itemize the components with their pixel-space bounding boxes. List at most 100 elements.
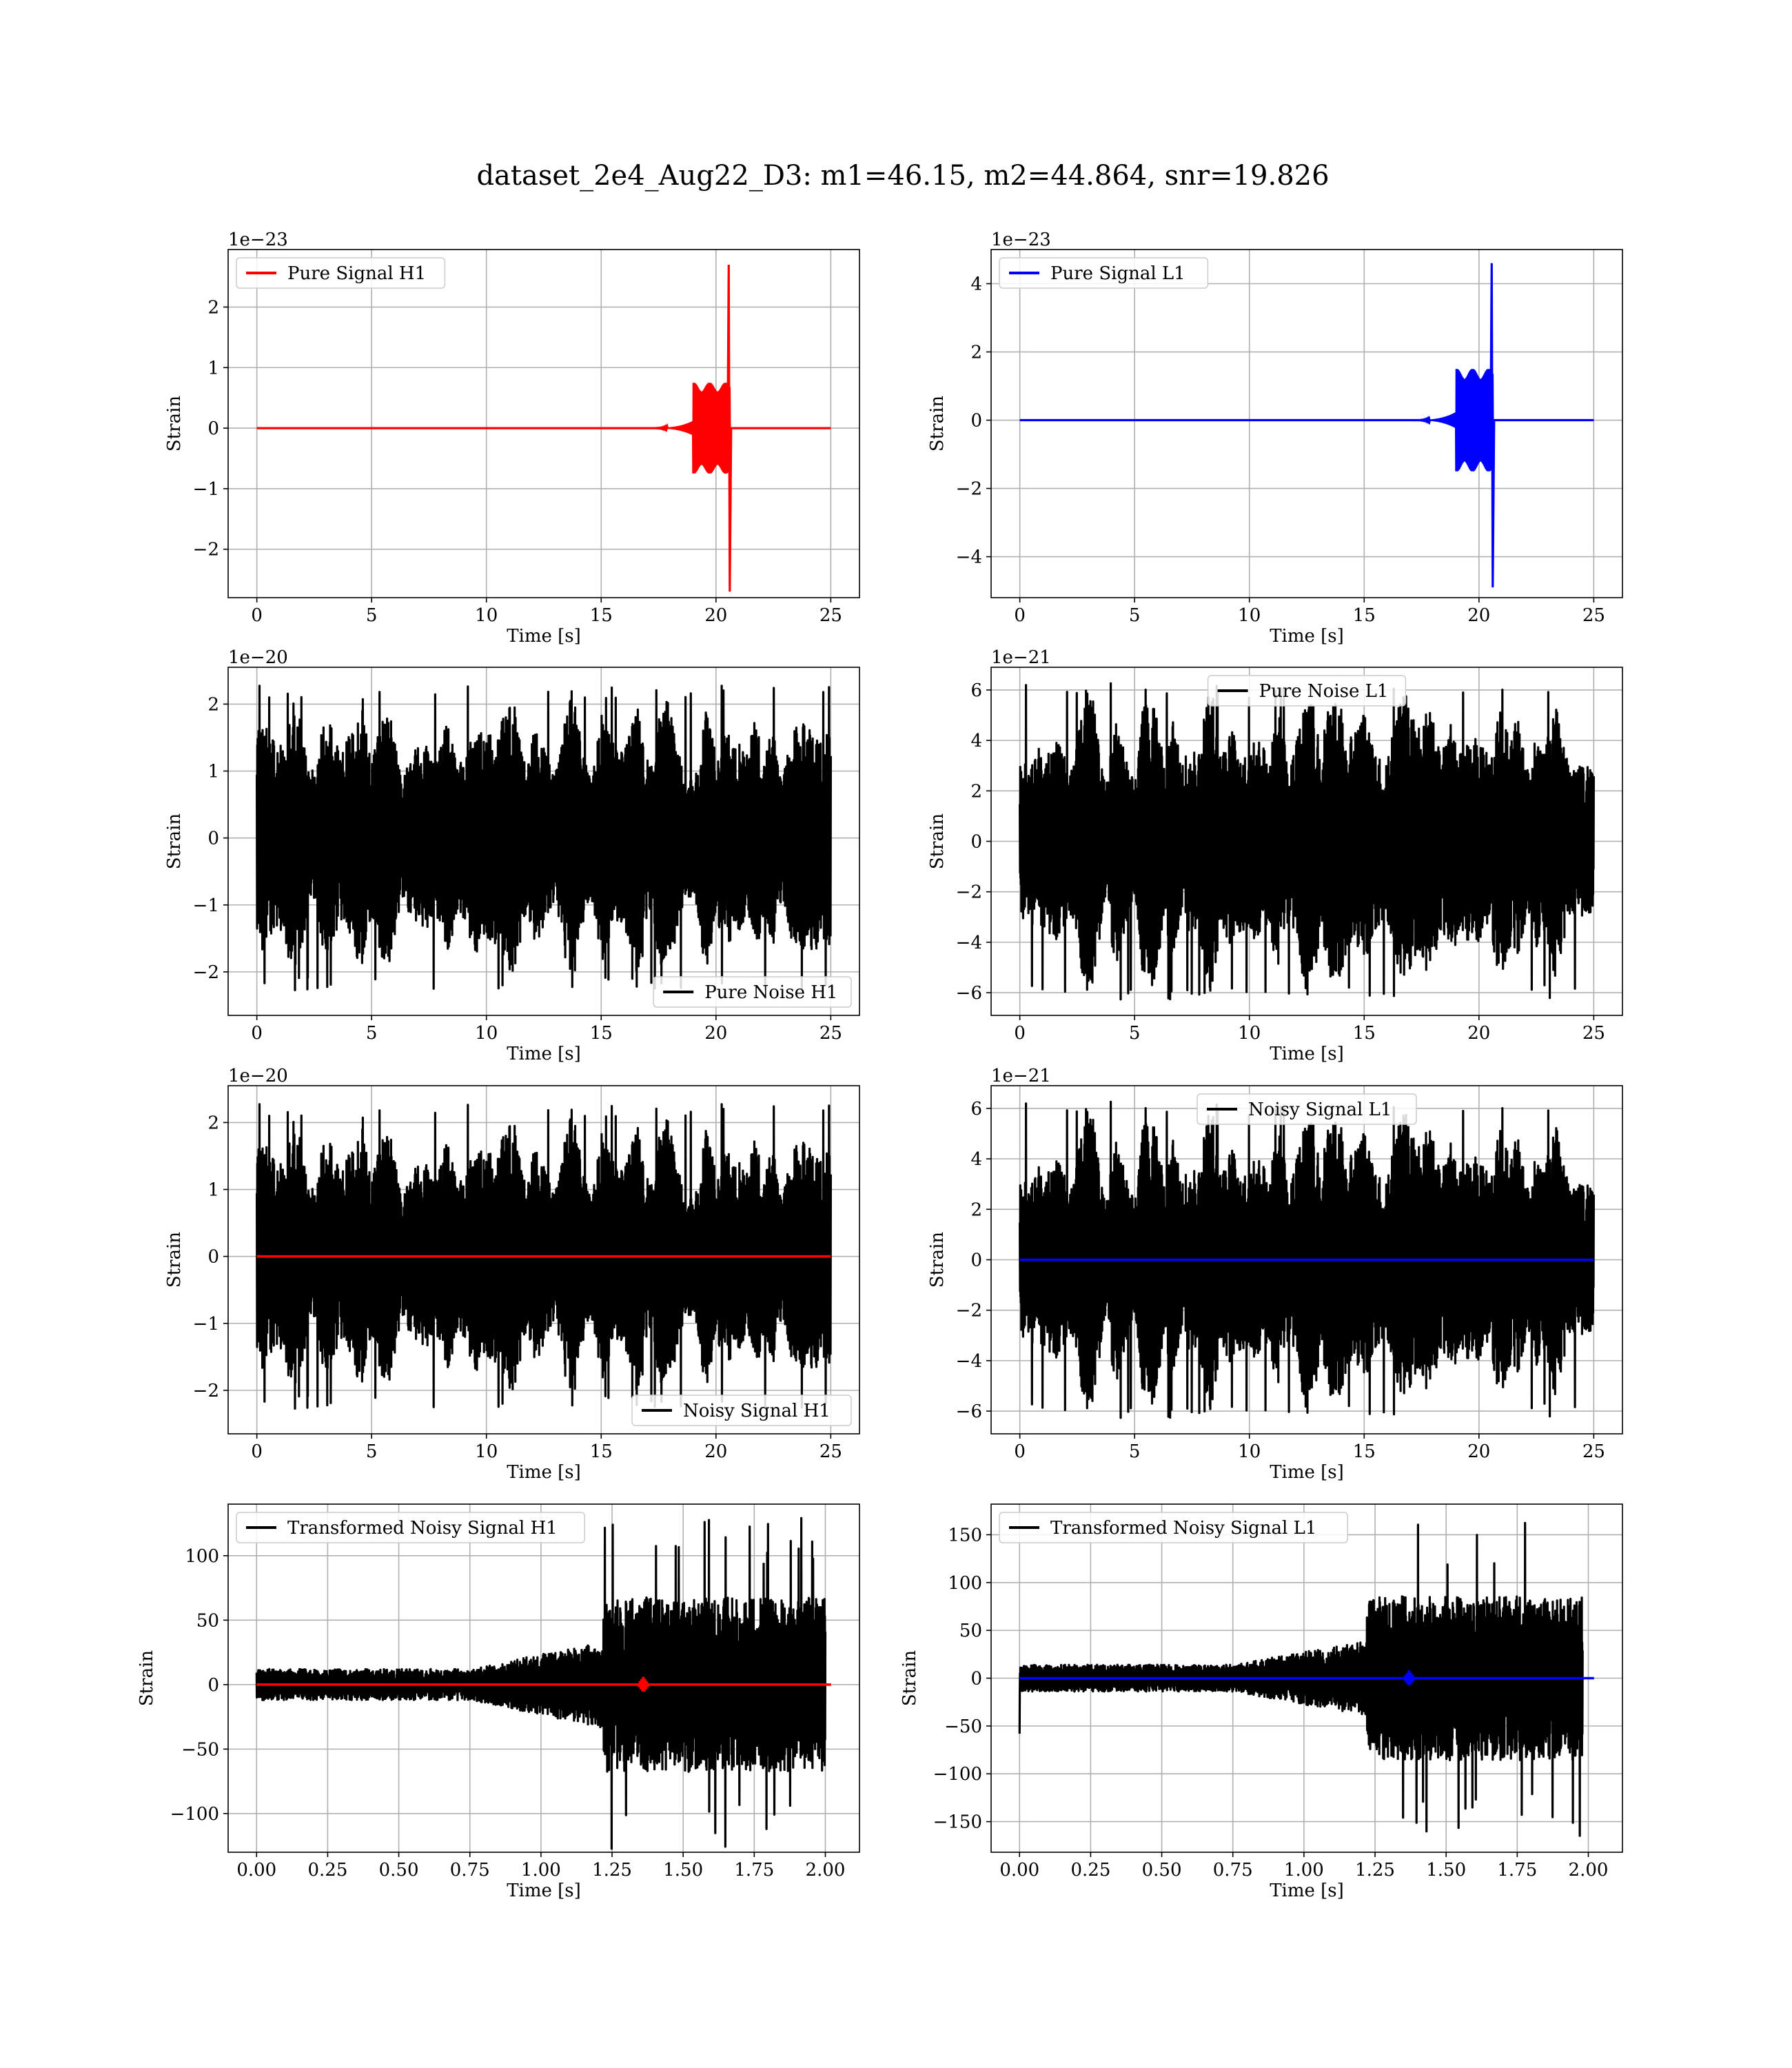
- x-tick-label: 5: [1129, 1023, 1141, 1044]
- panel-transformed-noisy-signal-l1: 0.00 0.25 0.50 0.75 1.00 1.25 1.50 1.75 2.00 −150…: [899, 1503, 1623, 1901]
- y-tick-label: 2: [207, 694, 219, 715]
- legend: Pure Noise L1: [1207, 675, 1407, 707]
- x-tick-label: 0.75: [1213, 1860, 1253, 1881]
- legend: Pure Signal H1: [236, 257, 446, 289]
- plot-area: [1018, 1521, 1594, 1837]
- x-tick-label: 0.25: [1070, 1860, 1110, 1881]
- series-line: [1019, 1100, 1595, 1419]
- x-tick-label: 15: [590, 1441, 613, 1462]
- x-tick-label: 25: [819, 605, 842, 626]
- y-tick-label: 2: [207, 1113, 219, 1133]
- y-tick-label: −100: [933, 1764, 982, 1785]
- x-tick-label: 0.00: [236, 1860, 276, 1881]
- y-tick-label: 0: [207, 1247, 219, 1268]
- x-tick-label: 15: [590, 605, 613, 626]
- x-axis-label: Time [s]: [1270, 626, 1344, 647]
- legend-box: [999, 1512, 1348, 1543]
- y-tick-label: 0: [207, 418, 219, 439]
- legend-label: Noisy Signal L1: [1248, 1099, 1392, 1120]
- y-tick-label: 4: [970, 731, 982, 751]
- y-tick-label: 0: [207, 1675, 219, 1696]
- y-tick-label: −2: [193, 962, 219, 983]
- y-tick-label: 100: [185, 1546, 219, 1567]
- legend-box: [631, 1395, 852, 1426]
- y-tick-label: 4: [970, 274, 982, 295]
- y-tick-label: −1: [193, 895, 219, 916]
- x-tick-label: 10: [1238, 605, 1261, 626]
- series-line: [256, 1103, 832, 1410]
- x-tick-label: 25: [1582, 1023, 1605, 1044]
- y-axis-label: Strain: [927, 813, 948, 870]
- y-tick-label: 6: [970, 1099, 982, 1119]
- offset-label: 1e−23: [991, 230, 1051, 250]
- x-tick-label: 0: [251, 1023, 263, 1044]
- x-tick-label: 0: [1014, 1441, 1026, 1462]
- plot-area: [256, 685, 832, 991]
- x-axis-label: Time [s]: [507, 626, 581, 647]
- y-tick-label: 0: [207, 829, 219, 849]
- legend: Pure Signal L1: [999, 257, 1209, 289]
- y-tick-label: 2: [970, 781, 982, 802]
- y-tick-label: −50: [944, 1716, 982, 1737]
- y-tick-label: 0: [970, 1250, 982, 1271]
- x-tick-label: 0: [1014, 605, 1026, 626]
- y-tick-label: −1: [193, 1314, 219, 1335]
- y-tick-label: −4: [956, 1351, 982, 1372]
- y-tick-label: 1: [207, 1180, 219, 1201]
- y-tick-label: −100: [170, 1804, 219, 1825]
- axes-frame: [990, 249, 1623, 598]
- x-tick-label: 1.75: [1497, 1860, 1537, 1881]
- y-tick-label: −50: [181, 1739, 219, 1760]
- panel-noisy-signal-l1: 0 5 10 15 20 25 −6 −4 −2 0 2 4 6 Time [s] Strain 1e−21 N…: [927, 1066, 1623, 1483]
- x-tick-label: 20: [704, 605, 727, 626]
- y-tick-label: −2: [956, 882, 982, 903]
- panel-noisy-signal-h1: 0 5 10 15 20 25 −2 −1 0 1 2 Time [s] Strain 1e−20 Nois…: [164, 1066, 860, 1483]
- x-tick-label: 5: [366, 605, 378, 626]
- x-tick-label: 1.50: [1426, 1860, 1466, 1881]
- y-tick-label: 0: [970, 1669, 982, 1690]
- x-tick-label: 25: [1582, 605, 1605, 626]
- x-tick-label: 15: [590, 1023, 613, 1044]
- x-tick-label: 10: [475, 1441, 498, 1462]
- x-tick-label: 0.50: [1142, 1860, 1182, 1881]
- y-tick-label: 2: [207, 297, 219, 318]
- y-tick-label: 100: [948, 1573, 982, 1594]
- x-tick-label: 25: [1582, 1441, 1605, 1462]
- legend-box: [999, 257, 1209, 289]
- legend: Pure Noise H1: [653, 976, 852, 1008]
- x-tick-label: 20: [1467, 1441, 1490, 1462]
- x-tick-label: 10: [475, 1023, 498, 1044]
- y-axis-label: Strain: [899, 1650, 920, 1707]
- y-tick-label: −2: [193, 1381, 219, 1401]
- legend-label: Transformed Noisy Signal H1: [287, 1518, 558, 1539]
- y-tick-label: −2: [193, 540, 219, 560]
- offset-label: 1e−20: [228, 647, 288, 668]
- merger-spike: [726, 264, 733, 592]
- x-tick-label: 2.00: [806, 1860, 846, 1881]
- axes-frame: [227, 667, 860, 1016]
- x-tick-label: 25: [819, 1441, 842, 1462]
- plot-area: [255, 1517, 831, 1850]
- legend-box: [236, 1512, 585, 1543]
- y-axis-label: Strain: [164, 396, 185, 452]
- x-tick-label: 25: [819, 1023, 842, 1044]
- panel-pure-signal-h1: 0 5 10 15 20 25 −2 −1 0 1 2 Time [s] Strain 1e−23 Pure…: [164, 230, 860, 647]
- y-tick-label: 2: [970, 343, 982, 363]
- x-tick-label: 2.00: [1569, 1860, 1609, 1881]
- x-tick-label: 0: [1014, 1023, 1026, 1044]
- x-tick-label: 5: [366, 1023, 378, 1044]
- series-line: [1019, 682, 1595, 1001]
- axes-frame: [227, 249, 860, 598]
- x-tick-label: 5: [1129, 1441, 1141, 1462]
- y-tick-label: 6: [970, 680, 982, 701]
- offset-label: 1e−20: [228, 1066, 288, 1086]
- x-tick-label: 1.25: [592, 1860, 632, 1881]
- legend-label: Pure Signal L1: [1050, 263, 1185, 284]
- x-tick-label: 5: [366, 1441, 378, 1462]
- x-tick-label: 10: [1238, 1023, 1261, 1044]
- y-tick-label: −2: [956, 479, 982, 500]
- y-axis-label: Strain: [136, 1650, 157, 1707]
- y-tick-label: −6: [956, 983, 982, 1004]
- x-tick-label: 10: [1238, 1441, 1261, 1462]
